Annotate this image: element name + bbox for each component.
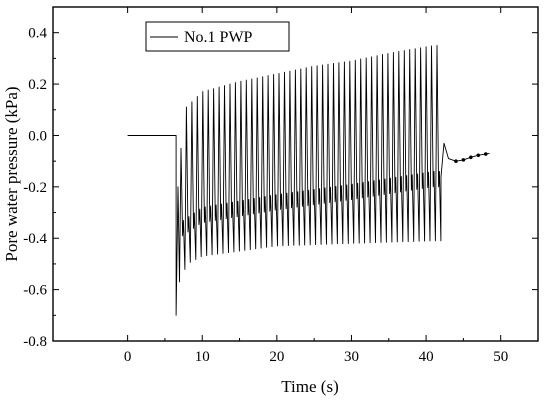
dissipation-marker bbox=[461, 158, 466, 162]
dissipation-marker bbox=[483, 152, 488, 156]
axis-tick-labels: 0 10 20 30 40 50 -0.8 -0.6 -0.4 -0.2 0.0 0.2 0.4 bbox=[23, 26, 508, 365]
x-axis-title: Time (s) bbox=[281, 377, 338, 396]
x-tick-label: 50 bbox=[493, 349, 508, 365]
x-tick-label: 0 bbox=[124, 349, 132, 365]
y-tick-label: 0.4 bbox=[28, 26, 47, 42]
x-tick-label: 30 bbox=[344, 349, 359, 365]
series-line-no1-pwp bbox=[127, 45, 490, 316]
dissipation-marker bbox=[469, 155, 473, 160]
x-tick-label: 20 bbox=[269, 349, 284, 365]
y-tick-label: 0.2 bbox=[28, 77, 47, 93]
y-tick-label: -0.4 bbox=[23, 231, 47, 247]
y-tick-label: -0.8 bbox=[23, 334, 47, 350]
dissipation-marker bbox=[476, 153, 481, 158]
x-tick-label: 40 bbox=[419, 349, 434, 365]
series-layer bbox=[127, 45, 490, 316]
axis-ticks bbox=[53, 7, 538, 342]
legend-label: No.1 PWP bbox=[184, 29, 253, 46]
x-tick-label: 10 bbox=[195, 349, 210, 365]
y-tick-label: -0.2 bbox=[23, 180, 47, 196]
dissipation-marker bbox=[454, 159, 458, 163]
plot-frame bbox=[52, 6, 539, 342]
y-tick-label: 0.0 bbox=[28, 128, 47, 144]
y-tick-label: -0.6 bbox=[23, 283, 47, 299]
legend: No.1 PWP bbox=[145, 21, 290, 52]
y-axis-title: Pore water pressure (kPa) bbox=[2, 86, 21, 261]
